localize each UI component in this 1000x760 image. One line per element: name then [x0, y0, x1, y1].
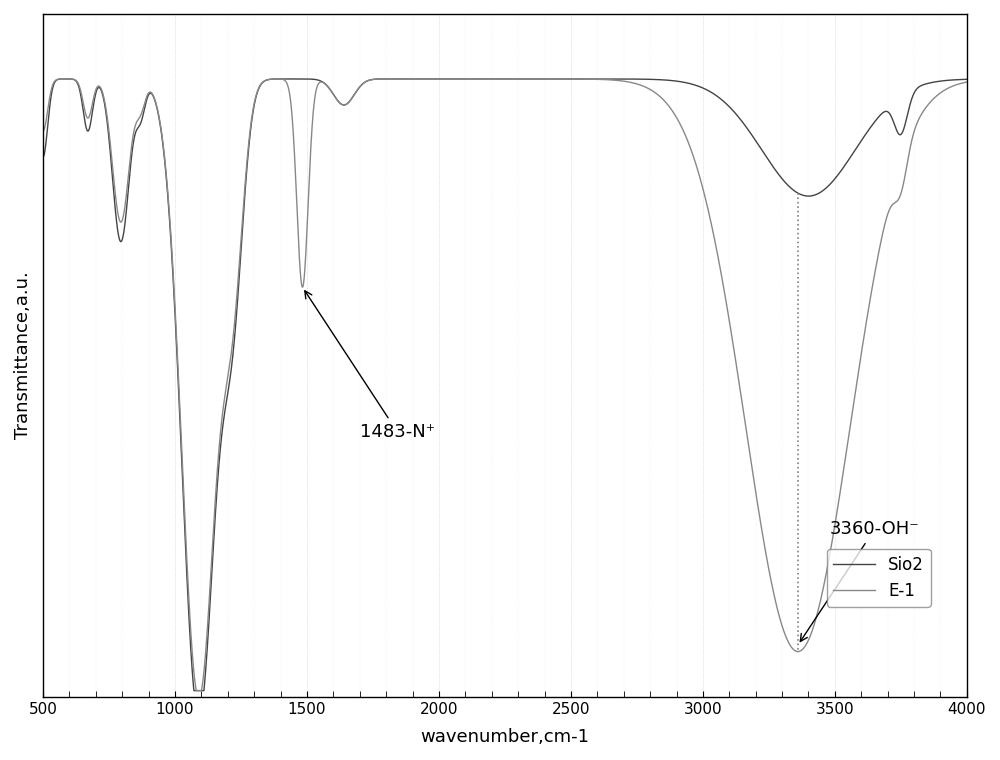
- E-1: [411, 74, 423, 84]
- Legend: Sio2, E-1: Sio2, E-1: [827, 549, 931, 606]
- E-1: [37, 126, 49, 135]
- E-1: [624, 78, 636, 87]
- E-1: [722, 309, 734, 318]
- E-1: [961, 78, 973, 87]
- Sio2: [771, 168, 783, 177]
- Sio2: [372, 74, 384, 84]
- E-1: [771, 605, 783, 614]
- Text: 1483-N⁺: 1483-N⁺: [305, 291, 435, 441]
- Sio2: [722, 101, 734, 110]
- E-1: [83, 112, 95, 121]
- Line: E-1: E-1: [43, 79, 967, 691]
- E-1: [372, 74, 384, 84]
- Sio2: [37, 153, 49, 162]
- Sio2: [624, 74, 636, 84]
- Sio2: [421, 74, 433, 84]
- Sio2: [83, 124, 95, 133]
- Line: Sio2: Sio2: [43, 79, 967, 691]
- Sio2: [584, 74, 596, 84]
- Y-axis label: Transmittance,a.u.: Transmittance,a.u.: [14, 271, 32, 439]
- Sio2: [188, 686, 200, 695]
- Text: 3360-OH⁻: 3360-OH⁻: [800, 521, 919, 641]
- E-1: [584, 74, 596, 84]
- Sio2: [961, 74, 973, 84]
- E-1: [190, 686, 202, 695]
- X-axis label: wavenumber,cm-1: wavenumber,cm-1: [420, 728, 589, 746]
